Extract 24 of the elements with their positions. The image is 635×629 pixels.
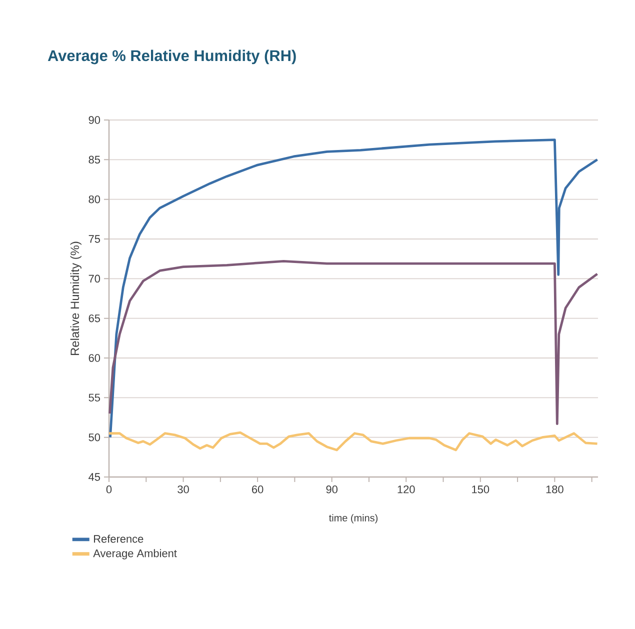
legend-label: Average Ambient [93, 549, 177, 560]
y-tick-label: 90 [88, 116, 100, 124]
y-tick-label: 45 [88, 473, 100, 481]
x-tick-label: 30 [178, 486, 189, 494]
y-tick-label: 60 [88, 354, 100, 362]
x-tick-label: 120 [398, 486, 415, 494]
chart-title: Average % Relative Humidity (RH) [48, 50, 296, 64]
y-axis-title: Relative Humidity (%) [70, 242, 82, 355]
y-tick-label: 85 [88, 156, 100, 164]
y-tick-label: 65 [88, 314, 100, 322]
x-tick-label: 180 [546, 486, 564, 494]
line-series [108, 431, 598, 452]
x-tick-label: 150 [472, 486, 490, 494]
y-tick-label: 70 [88, 274, 100, 283]
y-tick-label: 75 [88, 235, 100, 243]
x-tick-label: 90 [326, 486, 338, 494]
y-tick-label: 50 [88, 433, 100, 442]
x-tick-label: 0 [106, 486, 112, 494]
line-series [109, 138, 598, 439]
legend-label: Reference [94, 534, 144, 543]
x-axis-title: time (mins) [329, 514, 378, 524]
y-tick-label: 80 [88, 195, 100, 204]
x-tick-label: 60 [252, 486, 264, 494]
y-tick-label: 55 [88, 394, 100, 402]
